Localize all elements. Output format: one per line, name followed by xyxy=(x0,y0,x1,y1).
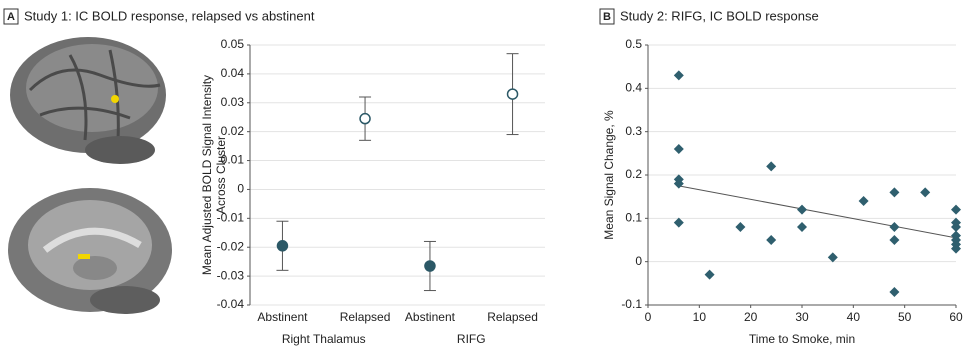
point xyxy=(859,196,869,206)
y-axis-label: Mean Signal Change, % xyxy=(602,110,616,240)
y-tick-label: 0.5 xyxy=(625,37,642,51)
figure: A Study 1: IC BOLD response, relapsed vs … xyxy=(0,0,965,350)
point xyxy=(889,187,899,197)
panel-label: B xyxy=(603,11,611,23)
panel-label: A xyxy=(7,11,15,23)
point xyxy=(674,144,684,154)
chart-title: Study 2: RIFG, IC BOLD response xyxy=(620,8,819,23)
x-tick-label: 10 xyxy=(693,310,707,324)
x-tick-label: Relapsed xyxy=(340,310,391,324)
point xyxy=(508,89,518,99)
y-tick-label: 0 xyxy=(635,254,642,268)
point xyxy=(797,205,807,215)
y-axis-label: Mean Adjusted BOLD Signal Intensity xyxy=(200,75,214,275)
y-tick-label: 0.4 xyxy=(625,81,642,95)
x-axis-label: Time to Smoke, min xyxy=(749,332,855,346)
y-tick-label: -0.1 xyxy=(621,297,642,311)
x-tick-label: 50 xyxy=(898,310,912,324)
point xyxy=(674,218,684,228)
point xyxy=(951,205,961,215)
x-tick-label: 0 xyxy=(645,310,652,324)
point xyxy=(277,241,287,251)
group-label: Right Thalamus xyxy=(282,332,366,346)
y-axis-label: Across Cluster xyxy=(214,136,228,214)
y-tick-label: 0.1 xyxy=(625,211,642,225)
point xyxy=(766,235,776,245)
x-tick-label: 20 xyxy=(744,310,758,324)
y-tick-label: 0.03 xyxy=(221,95,245,109)
point xyxy=(735,222,745,232)
point xyxy=(920,187,930,197)
point xyxy=(828,252,838,262)
brain-sagittal xyxy=(8,188,172,314)
group-label: RIFG xyxy=(457,332,486,346)
x-tick-label: Abstinent xyxy=(405,310,456,324)
point xyxy=(889,222,899,232)
x-tick-label: Relapsed xyxy=(487,310,538,324)
y-tick-label: 0.05 xyxy=(221,37,245,51)
point xyxy=(705,270,715,280)
y-tick-label: 0.3 xyxy=(625,124,642,138)
point xyxy=(889,235,899,245)
x-tick-label: 40 xyxy=(847,310,861,324)
y-tick-label: 0 xyxy=(237,182,244,196)
trend-line xyxy=(679,186,956,238)
brain-lateral xyxy=(10,37,166,164)
point xyxy=(360,114,370,124)
point xyxy=(766,161,776,171)
y-tick-label: -0.03 xyxy=(217,268,245,282)
x-tick-label: Abstinent xyxy=(257,310,308,324)
point xyxy=(425,261,435,271)
y-tick-label: 0.04 xyxy=(221,66,245,80)
y-tick-label: 0.2 xyxy=(625,167,642,181)
point xyxy=(889,287,899,297)
y-tick-label: -0.02 xyxy=(217,239,245,253)
point xyxy=(674,70,684,80)
x-tick-label: 60 xyxy=(949,310,963,324)
point xyxy=(797,222,807,232)
chart-title: Study 1: IC BOLD response, relapsed vs a… xyxy=(24,8,315,23)
y-tick-label: 0.02 xyxy=(221,124,245,138)
y-tick-label: -0.04 xyxy=(217,297,245,311)
x-tick-label: 30 xyxy=(795,310,809,324)
